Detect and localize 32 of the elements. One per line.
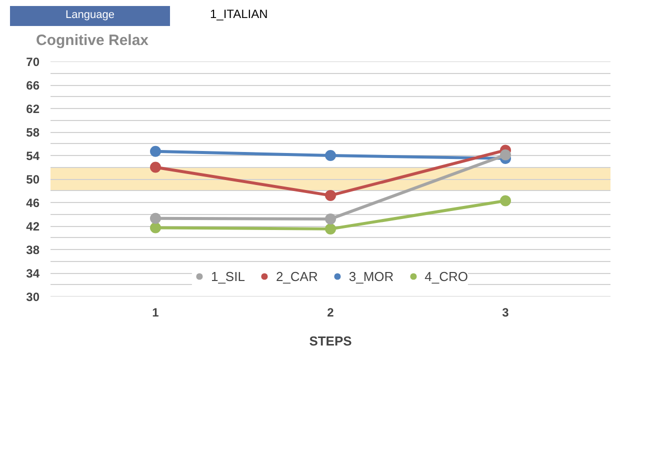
y-tick-label: 30 — [26, 290, 40, 304]
point — [150, 212, 161, 224]
y-tick-label: 42 — [26, 220, 40, 234]
legend-label: 2_CAR — [276, 268, 318, 284]
point — [150, 146, 161, 158]
y-tick-label: 62 — [26, 102, 40, 116]
y-tick-label: 50 — [26, 172, 40, 187]
y-tick-label: 54 — [26, 149, 40, 164]
y-tick-label: 46 — [26, 196, 40, 210]
x-tick-label: 2 — [327, 306, 334, 320]
y-tick-label: 58 — [26, 126, 40, 140]
legend-label: 3_MOR — [348, 268, 394, 284]
point — [325, 150, 336, 162]
x-tick-label: 1 — [152, 306, 160, 320]
text: Language — [10, 6, 170, 26]
x-tick-label: 3 — [502, 306, 510, 320]
legend-label: 1_SIL — [210, 268, 245, 284]
chart-title: Cognitive Relax — [36, 30, 149, 51]
legend-label: 4_CRO — [424, 268, 468, 284]
point — [325, 190, 336, 202]
point — [325, 224, 336, 235]
text: 1_ITALIAN — [210, 7, 268, 21]
point — [500, 195, 511, 206]
y-tick-label: 66 — [26, 78, 40, 93]
y-tick-label: 34 — [26, 266, 40, 281]
x-axis-title: STEPS — [309, 334, 352, 349]
point — [150, 162, 161, 173]
y-tick-label: 38 — [26, 243, 40, 258]
point — [325, 214, 336, 225]
point — [500, 150, 511, 161]
point — [150, 222, 161, 234]
y-tick-label: 70 — [26, 55, 40, 70]
